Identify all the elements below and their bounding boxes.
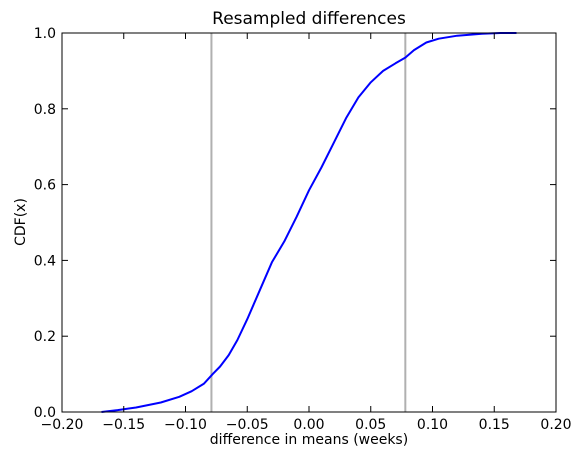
y-tick-label: 1.0 <box>34 26 56 42</box>
plot-frame <box>61 32 557 413</box>
chart-title: Resampled differences <box>212 9 406 29</box>
x-tick-label: −0.20 <box>41 417 84 433</box>
x-tick-label: 0.20 <box>540 417 571 433</box>
y-tick-label: 0.6 <box>34 178 56 194</box>
x-tick-label: −0.10 <box>164 417 207 433</box>
x-tick-label: 0.15 <box>479 417 510 433</box>
y-tick-label: 0.0 <box>34 405 56 421</box>
x-axis-label: difference in means (weeks) <box>210 432 408 448</box>
y-tick-label: 0.8 <box>34 102 56 118</box>
y-tick-label: 0.2 <box>34 329 56 345</box>
plot-area: −0.20 −0.15 −0.10 −0.05 0.00 0.05 0.10 0.15 0.20… <box>34 26 572 433</box>
x-tick-label: 0.10 <box>417 417 448 433</box>
x-tick-label: 0.00 <box>293 417 324 433</box>
y-tick-label: 0.4 <box>34 253 56 269</box>
y-axis-label: CDF(x) <box>13 198 29 246</box>
cdf-series-line-1 <box>101 32 517 413</box>
x-tick-label: −0.15 <box>102 417 145 433</box>
x-tick-label: −0.05 <box>226 417 269 433</box>
x-tick-label: 0.05 <box>355 417 386 433</box>
